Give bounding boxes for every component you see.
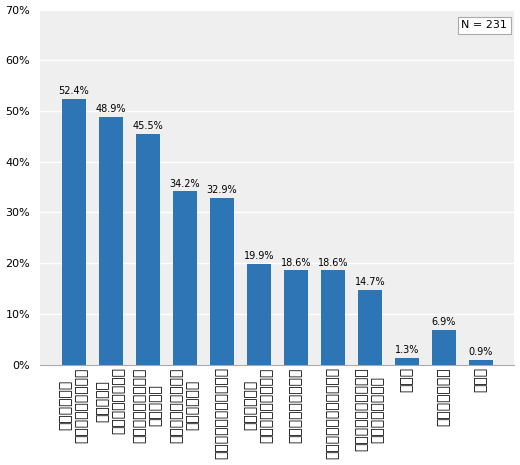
Text: 34.2%: 34.2%: [170, 179, 200, 189]
Text: 0.9%: 0.9%: [469, 347, 493, 358]
Bar: [395, 358, 419, 365]
Text: N = 231: N = 231: [461, 20, 508, 30]
Text: 52.4%: 52.4%: [58, 86, 89, 96]
Bar: [136, 134, 160, 365]
Text: 6.9%: 6.9%: [432, 317, 456, 327]
Bar: [173, 191, 197, 365]
Bar: [358, 290, 382, 365]
Bar: [99, 117, 123, 365]
Bar: [61, 99, 86, 365]
Text: 18.6%: 18.6%: [280, 258, 311, 268]
Bar: [246, 264, 271, 365]
Text: 1.3%: 1.3%: [395, 345, 419, 355]
Text: 32.9%: 32.9%: [206, 185, 237, 195]
Bar: [210, 198, 233, 365]
Text: 14.7%: 14.7%: [355, 278, 385, 287]
Text: 19.9%: 19.9%: [243, 251, 274, 261]
Bar: [321, 270, 345, 365]
Bar: [284, 270, 308, 365]
Bar: [432, 330, 456, 365]
Text: 45.5%: 45.5%: [132, 121, 163, 131]
Text: 48.9%: 48.9%: [95, 104, 126, 114]
Bar: [469, 360, 493, 365]
Text: 18.6%: 18.6%: [318, 258, 348, 268]
